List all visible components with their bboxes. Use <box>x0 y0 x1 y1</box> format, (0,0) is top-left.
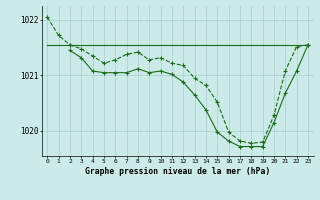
X-axis label: Graphe pression niveau de la mer (hPa): Graphe pression niveau de la mer (hPa) <box>85 167 270 176</box>
